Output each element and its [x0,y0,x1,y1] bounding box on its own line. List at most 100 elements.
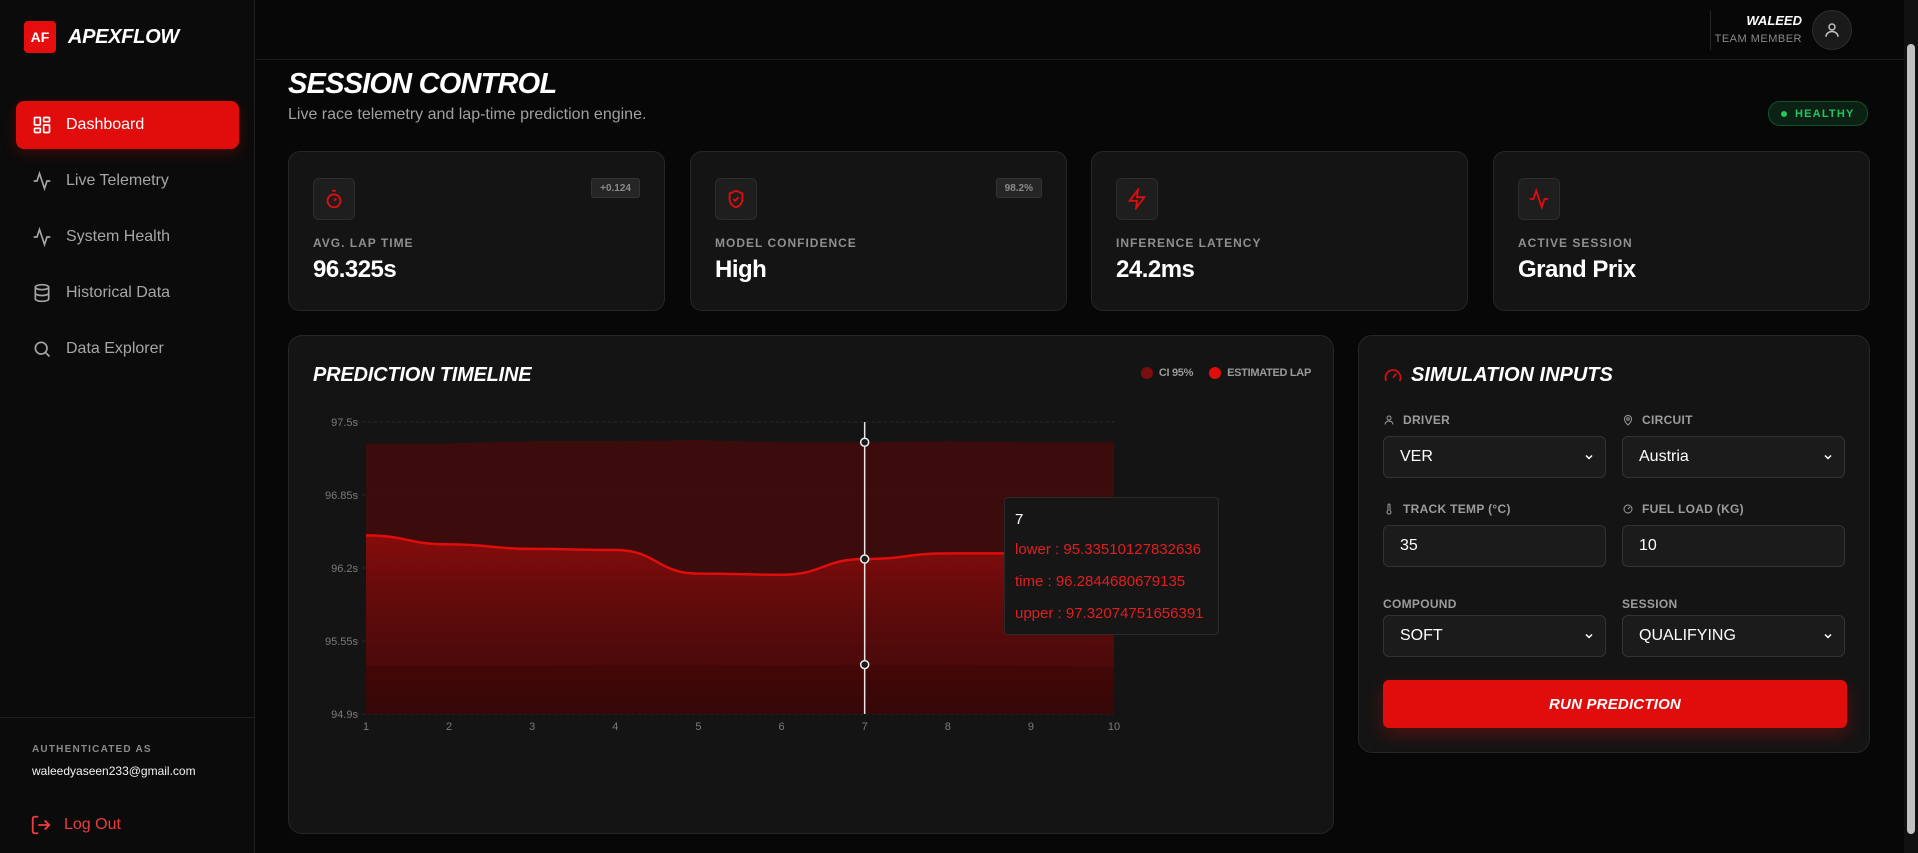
chevron-down-icon [1585,633,1593,639]
fuel-load-label: FUEL LOAD (KG) [1622,502,1744,516]
search-icon [34,341,51,358]
circuit-label-text: CIRCUIT [1642,413,1693,427]
avatar[interactable] [1812,10,1852,50]
kpi-label: AVG. LAP TIME [313,236,414,250]
circuit-value: Austria [1639,448,1689,465]
hover-point-time[interactable] [859,554,870,564]
scrollbar[interactable] [1904,0,1918,853]
compound-value: SOFT [1400,627,1443,644]
legend-label: CI 95% [1158,367,1194,379]
estimated-lap-line [365,534,1115,576]
session-label-text: SESSION [1622,597,1678,611]
run-prediction-button[interactable]: RUN PREDICTION [1383,680,1847,728]
y-tick-label: 95.55s [325,636,359,648]
kpi-value: 96.325s [313,256,397,283]
tooltip-time: time : 96.2844680679135 [1015,573,1186,590]
pulse-icon [33,171,51,191]
status-label: HEALTHY [1795,107,1855,120]
stopwatch-icon [313,178,355,220]
user-role: TEAM MEMBER [1714,33,1802,45]
kpi-tag: 98.2% [995,178,1042,198]
prediction-chart[interactable]: 97.5s 96.85s 96.2s 95.55s 94.9s 1 2 3 4 5 6 7 8 9 10 [289,336,1334,834]
circuit-select[interactable]: Austria [1622,436,1845,478]
sidebar-item-data-explorer[interactable]: Data Explorer [16,325,239,373]
brand-logo: AF [24,21,56,53]
fuel-icon [1623,504,1633,514]
kpi-card-inference-latency: INFERENCE LATENCY 24.2ms [1091,151,1468,311]
estimated-lap-area [366,535,1114,714]
compound-select[interactable]: SOFT [1383,615,1606,657]
track-temp-input[interactable]: 35 [1383,525,1606,567]
legend-item-estimated-lap[interactable]: ESTIMATED LAP [1209,367,1311,379]
sidebar-item-dashboard[interactable]: Dashboard [16,101,239,149]
brand-name: APEXFLOW [68,25,179,48]
simulation-inputs-panel: SIMULATION INPUTS DRIVER VER CIRCUIT Aus… [1358,335,1870,753]
user-icon [1825,23,1839,37]
compound-label: COMPOUND [1383,597,1457,611]
top-bar: WALEED TEAM MEMBER [256,0,1904,60]
kpi-label: ACTIVE SESSION [1518,236,1633,250]
scrollbar-thumb[interactable] [1907,44,1915,834]
kpi-card-model-confidence: 98.2% MODEL CONFIDENCE High [690,151,1067,311]
x-tick-label: 3 [529,721,535,733]
sidebar-item-live-telemetry[interactable]: Live Telemetry [16,157,239,205]
chart-tooltip: 7 lower : 95.33510127832636 time : 96.28… [1004,497,1219,635]
sidebar-nav: Dashboard Live Telemetry System Health H… [16,101,239,381]
driver-label: DRIVER [1383,413,1450,427]
tooltip-x: 7 [1015,511,1024,528]
hover-point-lower[interactable] [859,659,870,670]
y-tick-label: 96.2s [331,563,358,575]
sidebar-item-label: Data Explorer [66,340,164,357]
chevron-down-icon [1585,454,1593,460]
sidebar-footer: AUTHENTICATED AS waleedyaseen233@gmail.c… [0,717,255,835]
session-label: SESSION [1622,597,1677,611]
sidebar-item-system-health[interactable]: System Health [16,213,239,261]
shield-check-icon [715,178,757,220]
logout-button[interactable]: Log Out [30,814,121,836]
session-select[interactable]: QUALIFYING [1622,615,1845,657]
fuel-load-input[interactable]: 10 [1622,525,1845,567]
auth-email: waleedyaseen233@gmail.com [32,764,196,778]
legend-swatch [1140,367,1153,379]
sidebar: AF APEXFLOW Dashboard Live Telemetry Sys… [0,0,255,853]
track-temp-label-text: TRACK TEMP (°C) [1403,502,1511,516]
chevron-down-icon [1824,454,1832,460]
sidebar-item-label: Live Telemetry [66,172,169,189]
tooltip-lower: lower : 95.33510127832636 [1015,541,1201,558]
fuel-load-value: 10 [1639,537,1657,554]
sidebar-item-label: System Health [66,228,171,245]
prediction-timeline-panel: 97.5s 96.85s 96.2s 95.55s 94.9s 1 2 3 4 5 6 7 8 9 10 P… [288,335,1334,834]
x-tick-label: 5 [695,721,701,733]
x-tick-label: 1 [363,721,369,733]
x-tick-label: 7 [862,721,868,733]
x-tick-label: 10 [1108,721,1120,733]
page-subtitle: Live race telemetry and lap-time predict… [288,106,647,123]
kpi-value: Grand Prix [1518,256,1636,283]
track-temp-value: 35 [1400,537,1418,554]
lightning-icon [1116,178,1158,220]
auth-label: AUTHENTICATED AS [32,744,152,755]
tooltip-upper: upper : 97.32074751656391 [1015,605,1204,622]
hover-point-upper[interactable] [859,437,870,447]
kpi-card-avg-lap-time: +0.124 AVG. LAP TIME 96.325s [288,151,665,311]
x-tick-label: 6 [778,721,784,733]
dashboard-icon [33,116,51,134]
page-title: SESSION CONTROL [288,68,557,100]
brand[interactable]: AF APEXFLOW [24,21,179,53]
logout-label: Log Out [64,816,121,833]
driver-select[interactable]: VER [1383,436,1606,478]
kpi-label: MODEL CONFIDENCE [715,236,857,250]
simulation-title: SIMULATION INPUTS [1383,364,1613,387]
sidebar-item-historical-data[interactable]: Historical Data [16,269,239,317]
status-badge: HEALTHY [1768,101,1868,126]
pulse-icon [1518,178,1560,220]
kpi-tag: +0.124 [591,178,640,198]
sidebar-item-label: Dashboard [66,116,145,133]
divider [1710,10,1711,50]
sidebar-item-label: Historical Data [66,284,171,301]
y-tick-label: 94.9s [331,709,358,721]
gauge-icon [1384,368,1402,381]
chart-legend: CI 95% ESTIMATED LAP [1125,367,1311,379]
legend-item-ci[interactable]: CI 95% [1140,367,1194,379]
user-icon [1384,415,1394,425]
